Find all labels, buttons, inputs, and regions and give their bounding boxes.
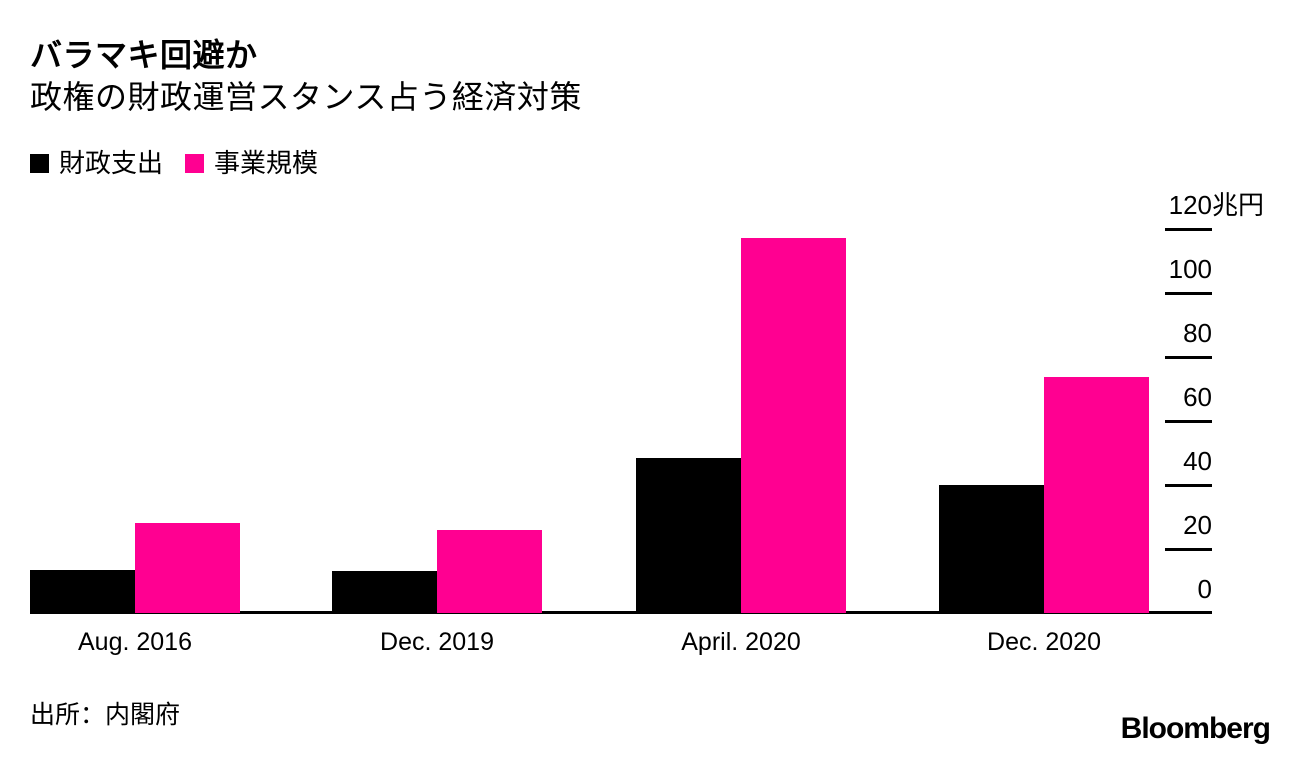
y-axis-tick — [1165, 484, 1212, 487]
legend-label: 財政支出 — [59, 148, 164, 178]
legend-item-project-scale: 事業規模 — [185, 150, 318, 176]
legend-swatch-icon — [185, 153, 205, 173]
y-axis-label: 20 — [1183, 510, 1212, 540]
source-note: 出所：内閣府 — [30, 701, 181, 729]
bar-fiscal-spending — [939, 485, 1044, 613]
x-axis-label: Dec. 2020 — [987, 628, 1101, 656]
y-axis-label: 80 — [1183, 318, 1212, 348]
bar-project-scale — [741, 238, 846, 613]
x-axis-label: Dec. 2019 — [380, 628, 494, 656]
chart-subtitle: 政権の財政運営スタンス占う経済対策 — [30, 79, 582, 115]
y-axis-tick — [1165, 292, 1212, 295]
y-axis-tick — [1165, 356, 1212, 359]
bar-project-scale — [135, 523, 240, 613]
bar-fiscal-spending — [636, 458, 741, 613]
bar-fiscal-spending — [332, 571, 437, 613]
legend-swatch-icon — [30, 153, 49, 173]
y-axis-label: 60 — [1183, 382, 1212, 412]
y-axis-label: 40 — [1183, 446, 1212, 476]
chart-title: バラマキ回避か — [30, 37, 258, 73]
y-axis-unit-label: 兆円 — [1212, 190, 1265, 220]
y-axis-label: 100 — [1168, 254, 1212, 284]
legend-item-fiscal-spending: 財政支出 — [30, 150, 163, 176]
x-axis-label: Aug. 2016 — [78, 628, 192, 656]
x-axis-label: April. 2020 — [681, 628, 801, 656]
y-axis-tick — [1165, 228, 1212, 231]
legend: 財政支出 事業規模 — [30, 150, 318, 176]
x-axis-line — [30, 611, 1212, 614]
bar-project-scale — [1044, 377, 1149, 613]
y-axis-label: 120 兆円 — [1168, 190, 1265, 220]
bar-fiscal-spending — [30, 570, 135, 613]
legend-label: 事業規模 — [214, 148, 319, 178]
y-axis-label: 0 — [1197, 574, 1212, 604]
y-axis-tick — [1165, 548, 1212, 551]
bloomberg-logo: Bloomberg — [1120, 712, 1271, 745]
bar-project-scale — [437, 530, 542, 613]
y-axis-tick — [1165, 420, 1212, 423]
